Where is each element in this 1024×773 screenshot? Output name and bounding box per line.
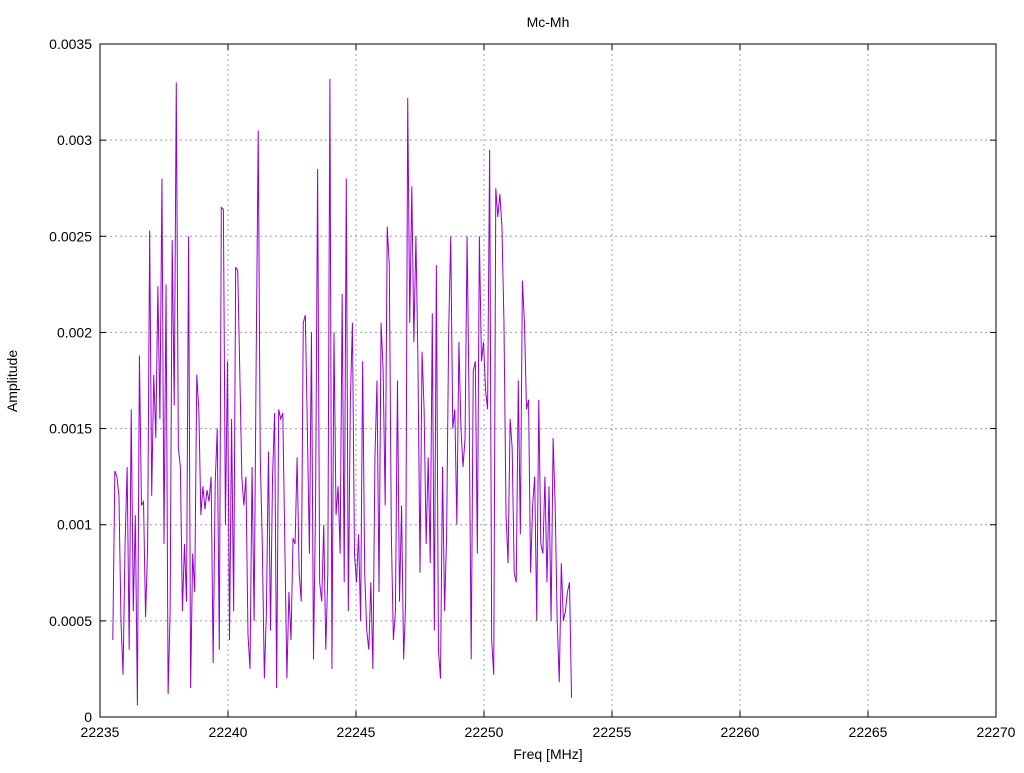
x-tick-label: 22255 (593, 724, 632, 740)
y-tick-label: 0.003 (57, 132, 92, 148)
y-axis-label: Amplitude (4, 350, 20, 412)
y-tick-label: 0.0035 (49, 36, 92, 52)
x-tick-label: 22240 (209, 724, 248, 740)
axis-ticks (99, 43, 997, 718)
tick-labels: 22235 22240 22245 22250 22255 22260 22265 22270… (49, 36, 1016, 740)
y-tick-label: 0.0025 (49, 228, 92, 244)
x-tick-label: 22250 (465, 724, 504, 740)
x-tick-label: 22235 (81, 724, 120, 740)
series-layer (112, 78, 573, 706)
y-tick-label: 0.0005 (49, 613, 92, 629)
y-tick-label: 0.0015 (49, 421, 92, 437)
x-tick-label: 22270 (977, 724, 1016, 740)
x-tick-label: 22260 (721, 724, 760, 740)
series-line (112, 78, 573, 706)
chart-title: Mc-Mh (527, 14, 570, 30)
plot-frame (99, 43, 997, 718)
x-tick-label: 22265 (849, 724, 888, 740)
y-tick-label: 0.002 (57, 324, 92, 340)
x-tick-label: 22245 (337, 724, 376, 740)
x-axis-label: Freq [MHz] (513, 746, 582, 762)
y-tick-label: 0 (84, 709, 92, 725)
grid-lines (100, 44, 996, 717)
y-tick-label: 0.001 (57, 517, 92, 533)
